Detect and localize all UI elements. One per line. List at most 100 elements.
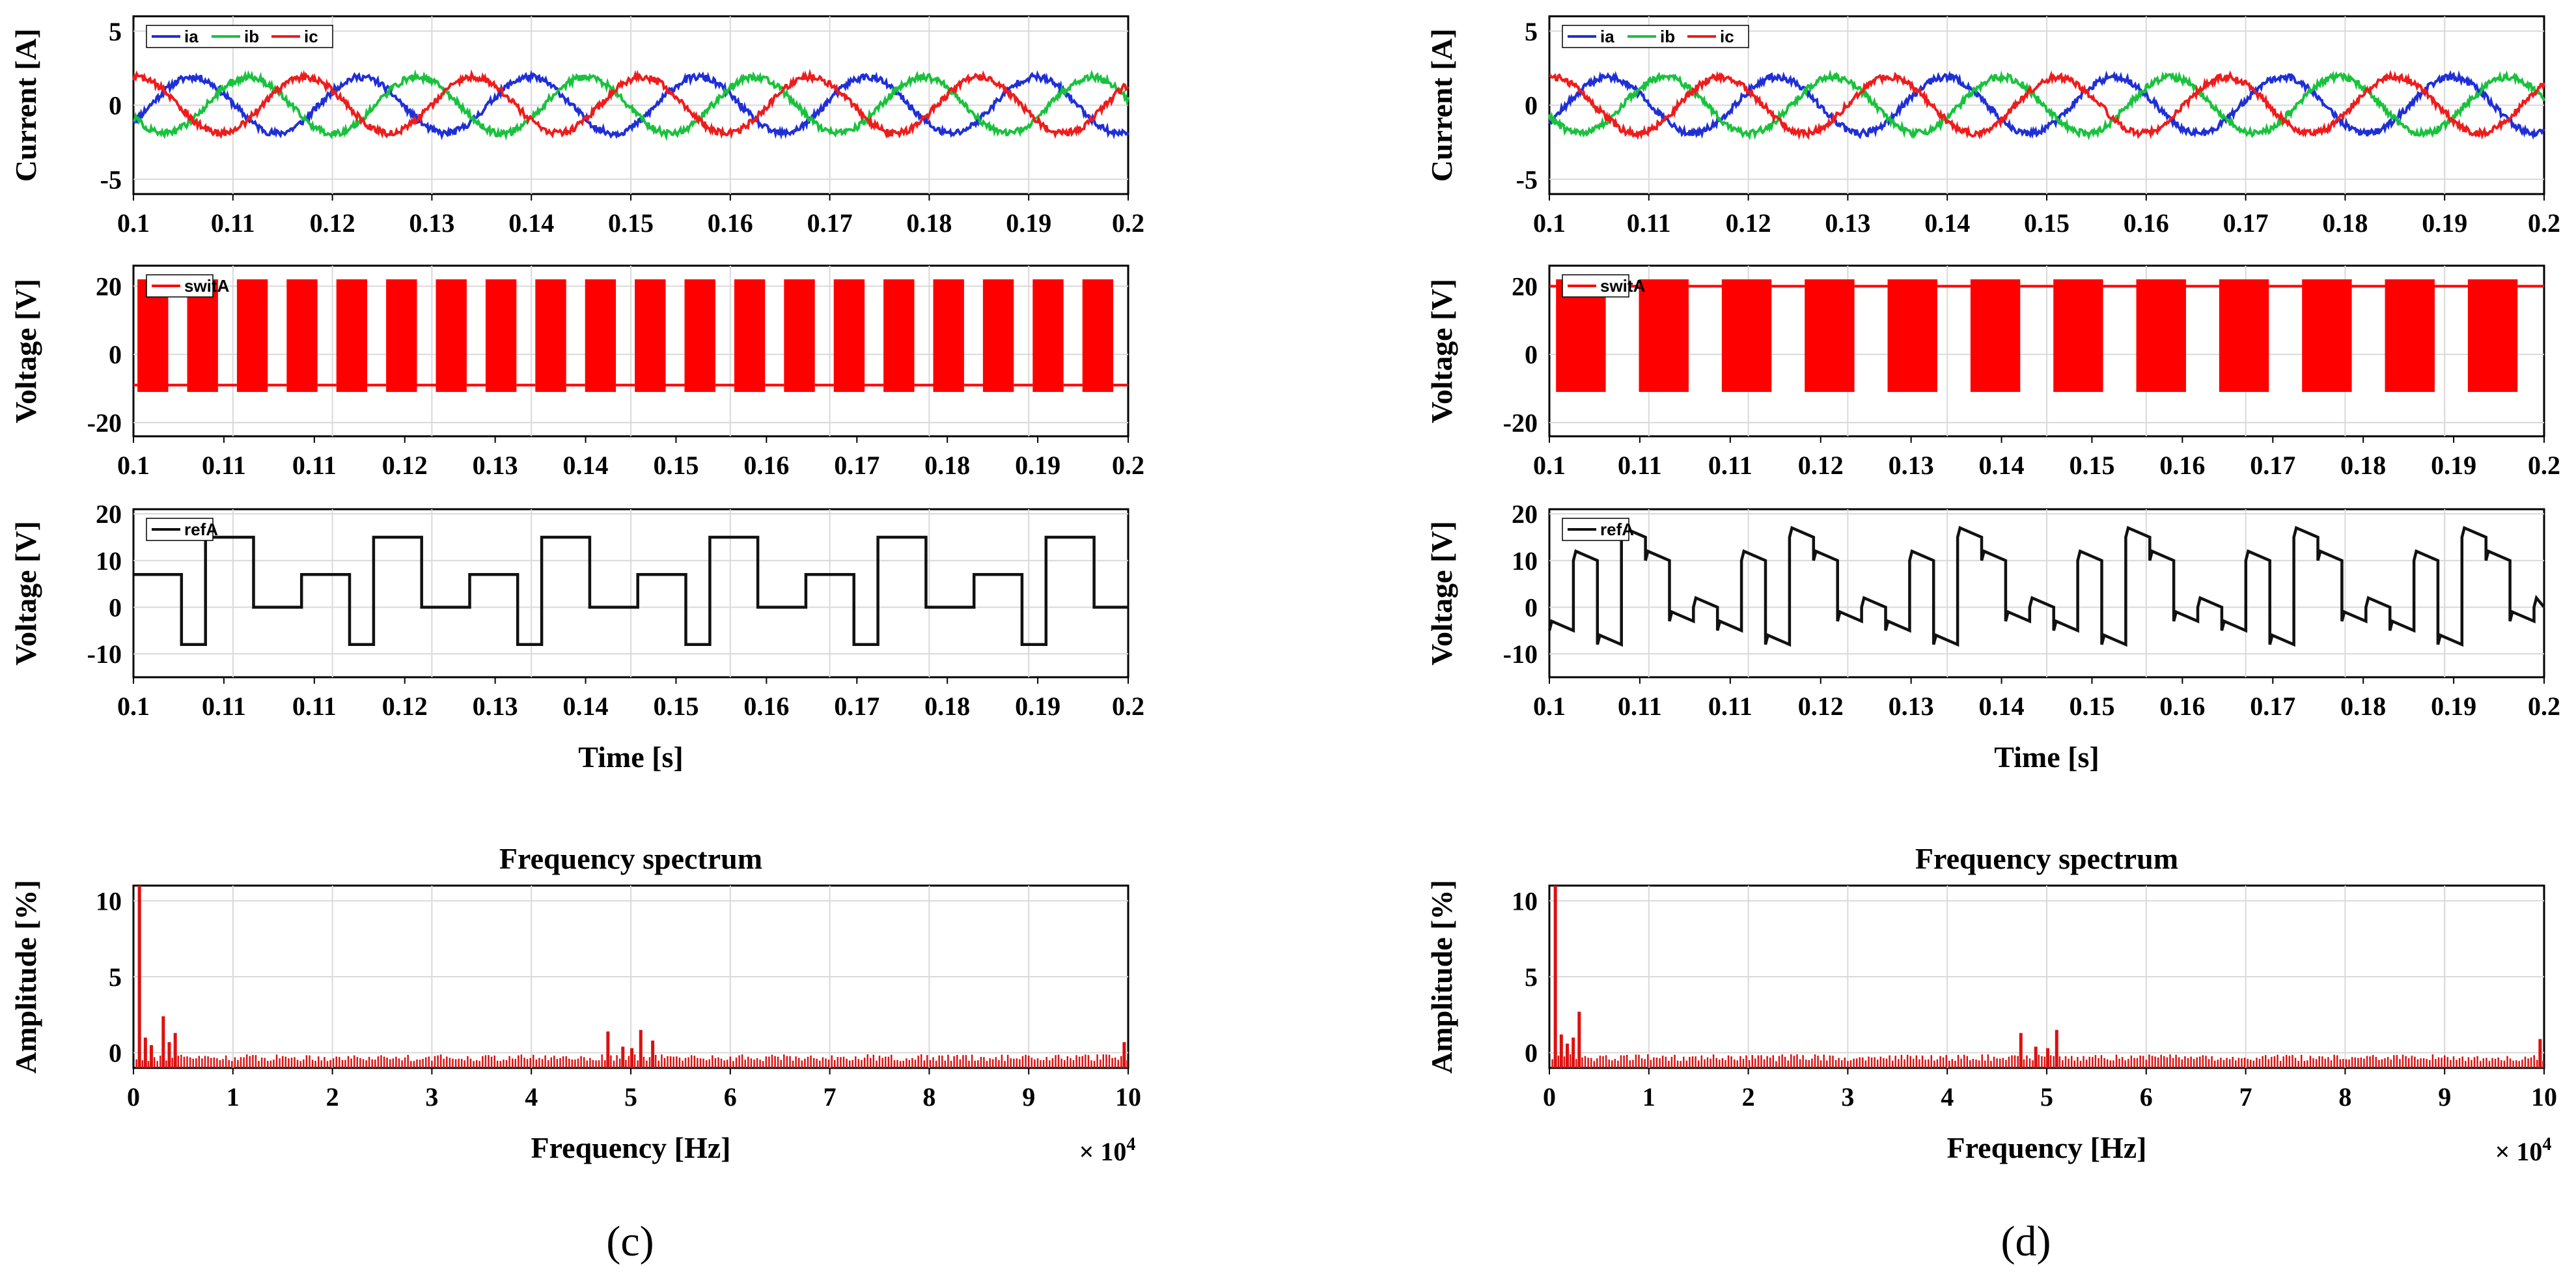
panel-d-switA-burst	[2385, 279, 2435, 392]
panel-d-current-xtick-label: 0.14	[1924, 208, 1970, 238]
panel-d-switA-burst	[1556, 279, 1606, 392]
panel-c-ref-xtick-label: 0.16	[743, 692, 789, 721]
panel-c-series-ia	[132, 70, 1129, 141]
panel-d-switch-xtick-label: 0.19	[2431, 451, 2476, 480]
panel-c-spectrum-ytick-label: 0	[109, 1039, 122, 1068]
panel-d-label: (d)	[2001, 1218, 2051, 1265]
panel-c-ref-chart: 20 10 0 -10 0.1 0.11 0.11 0.12 0.13 0.14 0.15 0.16 0…	[9, 499, 1144, 774]
panel-d-current-chart: 5 0 -5 0.1 0.11 0.12 0.13 0.14 0.15 0.16 0.17 0.18 0…	[1425, 15, 2560, 238]
panel-c-current-xtick-label: 0.15	[608, 208, 654, 238]
panel-c-label: (c)	[606, 1218, 654, 1265]
panel-d-spectrum-xtick-label: 6	[2140, 1082, 2153, 1112]
panel-c-current-ytick-label: 0	[109, 91, 122, 120]
panel-d-ref-xtick-label: 0.18	[2340, 692, 2386, 721]
panel-c-switA-burst	[187, 279, 218, 392]
panel-c-spectrum-exponent: × 104	[1079, 1134, 1136, 1166]
panel-c-switch-xtick-label: 0.2	[1112, 451, 1144, 480]
panel-d-switch-ytick-label: -20	[1503, 408, 1538, 438]
panel-c-ref-ytick-label: 0	[109, 593, 122, 623]
panel-d-current-xtick-label: 0.17	[2223, 208, 2269, 238]
panel-c-series-ic	[132, 68, 1129, 139]
panel-d-ref-xtick-label: 0.16	[2159, 692, 2205, 721]
panel-d-switch-xtick-label: 0.17	[2250, 451, 2295, 480]
panel-c-current-ytick-label: 5	[109, 17, 122, 46]
panel-c-ref-xtick-label: 0.2	[1112, 692, 1144, 721]
panel-d-series-refA	[1547, 525, 2545, 647]
panel-d-spectrum-ytick-label: 5	[1525, 962, 1538, 992]
panel-c-current-xtick-label: 0.17	[807, 208, 853, 238]
panel-c-ref-xtick-label: 0.12	[382, 692, 428, 721]
panel-d-current-xtick-label: 0.11	[1627, 208, 1671, 238]
panel-c-ref-xtick-label: 0.18	[924, 692, 970, 721]
panel-c-switch-xtick-label: 0.12	[382, 451, 428, 480]
panel-c-switch-xtick-label: 0.16	[743, 451, 789, 480]
panel-c-spectrum-chart: Frequency spectrum 10 5 00 1 2 3 4 5 6 7 8 9 10 Freque…	[9, 842, 1141, 1166]
panel-c-switch-ytick-label: 0	[109, 340, 122, 369]
panel-d-ref-xlabel: Time [s]	[1994, 740, 2099, 774]
panel-c-ref-legend-label-refA: refA	[184, 520, 218, 539]
panel-d-spectrum-ytick-label: 10	[1512, 886, 1538, 916]
panel-c-spectrum-ylabel: Amplitude [%]	[9, 880, 42, 1074]
panel-c-switch-xtick-label: 0.15	[653, 451, 699, 480]
panel-c-spectrum-xtick-label: 9	[1022, 1082, 1035, 1112]
panel-d-spectrum-title: Frequency spectrum	[1915, 842, 2178, 875]
panel-d-switA-burst	[2053, 279, 2103, 392]
panel-d-spectrum-exponent: × 104	[2495, 1134, 2552, 1166]
panel-d-current-legend-label-ic: ic	[1720, 27, 1734, 46]
panel-c-switA-burst	[734, 279, 766, 392]
panel-c-switA-burst	[137, 279, 169, 392]
panel-c-series-ib	[132, 69, 1129, 141]
panel-c-switA-burst	[933, 279, 964, 392]
panel-d-current-xtick-label: 0.13	[1825, 208, 1870, 238]
panel-c-switch-xtick-label: 0.14	[563, 451, 609, 480]
panel-d-spectrum-xtick-label: 7	[2239, 1082, 2252, 1112]
panel-d-switA-burst	[1970, 279, 2021, 392]
panel-d-series-ic	[1549, 70, 2545, 141]
panel-c-switA-burst	[535, 279, 566, 392]
panel-c-switA-burst	[236, 279, 268, 392]
panel-d-switch-xtick-label: 0.12	[1798, 451, 1844, 480]
panel-c-current-xtick-label: 0.19	[1006, 208, 1051, 238]
panel-c-switch-xtick-label: 0.18	[924, 451, 970, 480]
panel-c-switch-xtick-label: 0.17	[834, 451, 879, 480]
panel-c-switA-burst	[585, 279, 616, 392]
panel-d-switA-burst	[2467, 279, 2518, 392]
panel-d-spectrum-xtick-label: 8	[2338, 1082, 2351, 1112]
panel-c-ref-xtick-label: 0.13	[473, 692, 518, 721]
panel-d-current-xtick-label: 0.12	[1726, 208, 1771, 238]
panel-c-current-xtick-label: 0.13	[409, 208, 454, 238]
panel-d-switch-xtick-label: 0.16	[2159, 451, 2205, 480]
panel-d-spectrum-xtick-label: 10	[2531, 1082, 2557, 1112]
panel-d-exponent-base: × 10	[2495, 1137, 2543, 1166]
panel-d-ref-xtick-label: 0.14	[1979, 692, 2025, 721]
panel-c-ref-xtick-label: 0.17	[834, 692, 879, 721]
panel-c: 50-50.1 0.11 0.12 0.13 0.14 0.15 0.16 0.17 0.18 0…	[9, 15, 1144, 1265]
panel-c-switA-burst	[784, 279, 815, 392]
panel-d-switA-burst	[1639, 279, 1689, 392]
panel-d-switch-xtick-label: 0.18	[2340, 451, 2386, 480]
panel-c-current-legend-label-ia: ia	[184, 27, 199, 46]
panel-d-spectrum-noise	[1551, 1054, 2544, 1068]
panel-c-current-ylabel: Current [A]	[9, 29, 42, 182]
panel-c-spectrum-xtick-label: 8	[922, 1082, 935, 1112]
panel-d-ref-ytick-label: 10	[1512, 546, 1538, 576]
panel-c-ref-ylabel: Voltage [V]	[9, 521, 42, 666]
panel-c-switch-chart: 20 0 -20 0.1 0.11 0.11 0.12 0.13 0.14 0.15 0.16 0.1…	[9, 264, 1144, 480]
panel-c-spectrum-ytick-label: 10	[96, 886, 122, 916]
panel-d-switA-burst	[2302, 279, 2352, 392]
panel-d: 50-50.1 0.11 0.12 0.13 0.14 0.15 0.16 0.17 0.18 0…	[1425, 15, 2560, 1265]
panel-c-spectrum-ytick-label: 5	[109, 962, 122, 992]
panel-c-switch-xtick-label: 0.11	[292, 451, 337, 480]
panel-d-current-ytick-label: -5	[1516, 165, 1538, 194]
panel-c-switch-ylabel: Voltage [V]	[9, 279, 42, 423]
panel-d-current-xtick-label: 0.19	[2422, 208, 2467, 238]
panel-c-switch-xtick-label: 0.13	[473, 451, 518, 480]
panel-d-current-xtick-label: 0.16	[2124, 208, 2169, 238]
panel-c-spectrum-xlabel: Frequency [Hz]	[531, 1131, 730, 1164]
panel-c-current-legend-label-ic: ic	[304, 27, 318, 46]
panel-d-ref-xtick-label: 0.11	[1618, 692, 1662, 721]
panel-c-switch-xtick-label: 0.11	[202, 451, 246, 480]
panel-d-spectrum-xtick-label: 3	[1841, 1082, 1854, 1112]
panel-d-switch-chart: 20 0 -20 0.1 0.11 0.11 0.12 0.13 0.14 0.15 0.16 0.1…	[1425, 264, 2560, 480]
